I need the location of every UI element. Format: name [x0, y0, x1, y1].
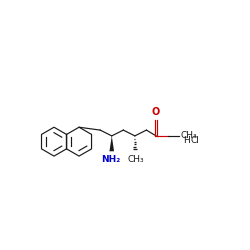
Text: NH₂: NH₂ [101, 155, 120, 164]
Text: CH₃: CH₃ [180, 131, 197, 140]
Text: Cl: Cl [191, 136, 200, 145]
Text: O: O [152, 107, 160, 117]
Text: H: H [183, 136, 190, 145]
Text: CH₃: CH₃ [128, 155, 144, 164]
Polygon shape [110, 136, 114, 151]
